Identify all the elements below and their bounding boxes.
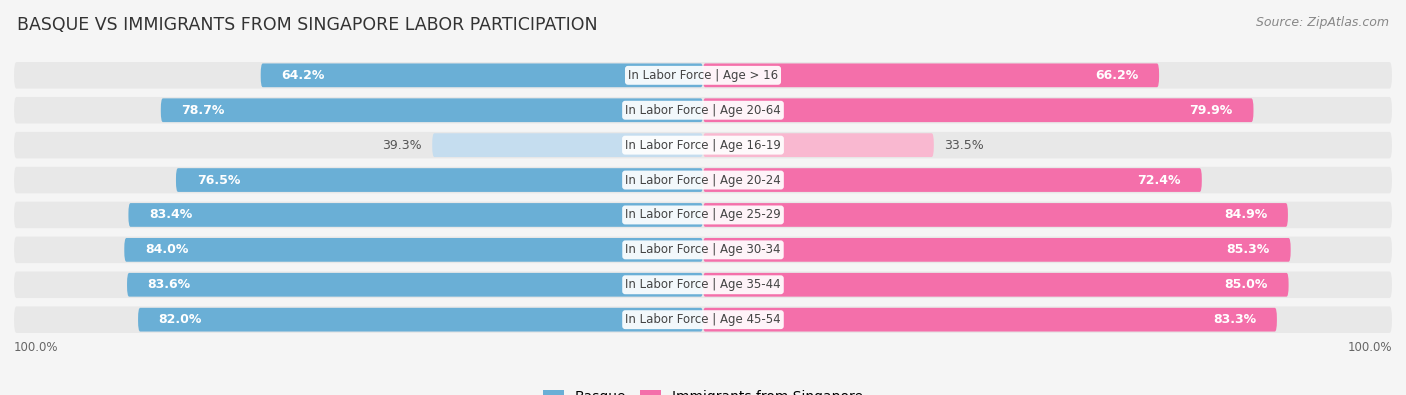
FancyBboxPatch shape xyxy=(14,167,1392,193)
Text: 83.4%: 83.4% xyxy=(149,209,193,222)
FancyBboxPatch shape xyxy=(14,271,1392,298)
Text: 66.2%: 66.2% xyxy=(1095,69,1139,82)
FancyBboxPatch shape xyxy=(176,168,703,192)
FancyBboxPatch shape xyxy=(14,97,1392,124)
FancyBboxPatch shape xyxy=(703,133,934,157)
FancyBboxPatch shape xyxy=(124,238,703,262)
FancyBboxPatch shape xyxy=(14,202,1392,228)
Legend: Basque, Immigrants from Singapore: Basque, Immigrants from Singapore xyxy=(540,387,866,395)
Text: 39.3%: 39.3% xyxy=(382,139,422,152)
FancyBboxPatch shape xyxy=(127,273,703,297)
FancyBboxPatch shape xyxy=(703,168,1202,192)
Text: In Labor Force | Age 35-44: In Labor Force | Age 35-44 xyxy=(626,278,780,291)
FancyBboxPatch shape xyxy=(14,237,1392,263)
Text: 85.3%: 85.3% xyxy=(1227,243,1270,256)
FancyBboxPatch shape xyxy=(128,203,703,227)
Text: 84.9%: 84.9% xyxy=(1225,209,1267,222)
FancyBboxPatch shape xyxy=(138,308,703,331)
Text: 79.9%: 79.9% xyxy=(1189,104,1233,117)
Text: 100.0%: 100.0% xyxy=(1347,341,1392,354)
FancyBboxPatch shape xyxy=(14,307,1392,333)
Text: BASQUE VS IMMIGRANTS FROM SINGAPORE LABOR PARTICIPATION: BASQUE VS IMMIGRANTS FROM SINGAPORE LABO… xyxy=(17,16,598,34)
Text: In Labor Force | Age 20-64: In Labor Force | Age 20-64 xyxy=(626,104,780,117)
FancyBboxPatch shape xyxy=(703,273,1289,297)
Text: In Labor Force | Age 25-29: In Labor Force | Age 25-29 xyxy=(626,209,780,222)
Text: In Labor Force | Age 20-24: In Labor Force | Age 20-24 xyxy=(626,173,780,186)
Text: 78.7%: 78.7% xyxy=(181,104,225,117)
Text: In Labor Force | Age 16-19: In Labor Force | Age 16-19 xyxy=(626,139,780,152)
FancyBboxPatch shape xyxy=(703,64,1159,87)
FancyBboxPatch shape xyxy=(703,238,1291,262)
Text: 76.5%: 76.5% xyxy=(197,173,240,186)
FancyBboxPatch shape xyxy=(703,98,1254,122)
FancyBboxPatch shape xyxy=(14,62,1392,88)
FancyBboxPatch shape xyxy=(160,98,703,122)
FancyBboxPatch shape xyxy=(703,308,1277,331)
Text: 82.0%: 82.0% xyxy=(159,313,202,326)
Text: 83.6%: 83.6% xyxy=(148,278,191,291)
Text: In Labor Force | Age 30-34: In Labor Force | Age 30-34 xyxy=(626,243,780,256)
FancyBboxPatch shape xyxy=(14,132,1392,158)
Text: Source: ZipAtlas.com: Source: ZipAtlas.com xyxy=(1256,16,1389,29)
FancyBboxPatch shape xyxy=(432,133,703,157)
Text: 72.4%: 72.4% xyxy=(1137,173,1181,186)
Text: 100.0%: 100.0% xyxy=(14,341,59,354)
Text: 84.0%: 84.0% xyxy=(145,243,188,256)
Text: In Labor Force | Age > 16: In Labor Force | Age > 16 xyxy=(628,69,778,82)
Text: 64.2%: 64.2% xyxy=(281,69,325,82)
Text: In Labor Force | Age 45-54: In Labor Force | Age 45-54 xyxy=(626,313,780,326)
Text: 33.5%: 33.5% xyxy=(945,139,984,152)
FancyBboxPatch shape xyxy=(260,64,703,87)
FancyBboxPatch shape xyxy=(703,203,1288,227)
Text: 83.3%: 83.3% xyxy=(1213,313,1256,326)
Text: 85.0%: 85.0% xyxy=(1225,278,1268,291)
